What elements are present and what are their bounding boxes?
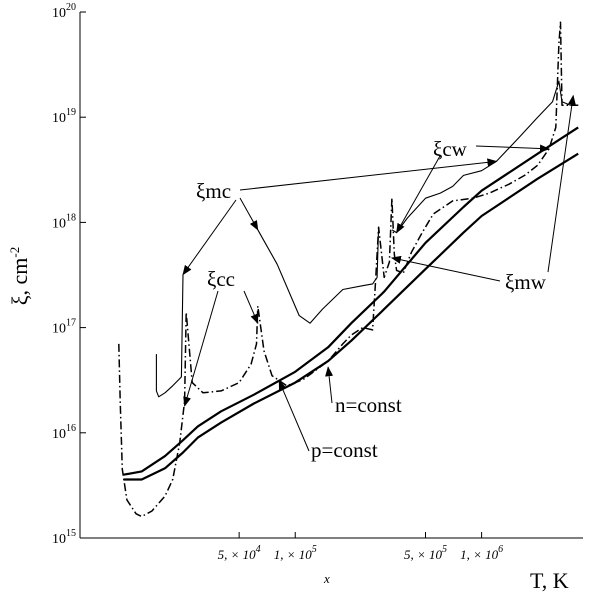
x-axis-title: T, K — [530, 568, 569, 593]
y-tick-mantissa: 10 — [52, 427, 66, 442]
y-tick-exponent: 17 — [66, 318, 76, 329]
y-axis-title-exponent: -2 — [7, 247, 22, 258]
arrow-xi-mw-2 — [547, 94, 576, 273]
x-tick-label: 1, × 105 — [274, 544, 317, 562]
x-tick-label: 5, × 104 — [218, 544, 261, 562]
annotation-arrows — [182, 94, 576, 452]
x-tick-exponent: 5 — [442, 544, 447, 555]
y-tick-label: 1020 — [52, 2, 76, 21]
y-axis-title-main: ξ, cm — [7, 258, 32, 306]
y-axis-title: ξ, cm-2 — [7, 247, 32, 306]
arrow-xi-cw-2 — [396, 155, 441, 234]
x-tick-mantissa: 10 — [243, 547, 257, 562]
y-tick-label: 1019 — [52, 107, 76, 126]
annotation-xi-mc: ξmc — [196, 179, 231, 203]
annotation-p-const: p=const — [311, 438, 378, 462]
x-tick-label: 1, × 106 — [460, 544, 503, 562]
y-tick-mantissa: 10 — [52, 6, 66, 21]
y-tick-label: 1015 — [52, 528, 76, 547]
x-tick-prefix: 5, × — [218, 547, 243, 562]
axis-titles: T, K x ξ, cm-2 — [7, 247, 569, 593]
x-tick-exponent: 6 — [498, 544, 503, 555]
arrow-xi-cw-1 — [475, 144, 550, 153]
series-line-xi-mc — [391, 80, 579, 234]
y-tick-exponent: 18 — [66, 212, 76, 223]
series-line-p-const — [123, 152, 579, 481]
x-tick-mantissa: 10 — [429, 547, 443, 562]
y-tick-exponent: 20 — [66, 2, 76, 13]
annotation-n-const: n=const — [335, 393, 402, 417]
arrow-n-const — [325, 366, 334, 404]
y-tick-label: 1017 — [52, 318, 76, 337]
x-tick-mantissa: 10 — [485, 547, 499, 562]
x-tick-prefix: 1, × — [460, 547, 485, 562]
y-tick-mantissa: 10 — [52, 322, 66, 337]
y-tick-label: 1018 — [52, 212, 76, 231]
annotation-xi-mw: ξmw — [505, 270, 547, 294]
series-line-xi-mc — [257, 227, 380, 324]
arrow-xi-cc-1 — [183, 290, 219, 407]
x-tick-exponent: 5 — [312, 544, 317, 555]
series-line-xi-cc — [118, 21, 579, 518]
arrow-p-const — [278, 380, 310, 452]
axes — [79, 12, 583, 539]
series-line-n-const — [123, 126, 579, 476]
x-tick-prefix: 1, × — [274, 547, 299, 562]
x-ticks: 5, × 104 1, × 105 5, × 105 1, × 106 — [218, 532, 503, 562]
arrow-xi-mw-1 — [390, 255, 501, 282]
x-tick-mantissa: 10 — [299, 547, 313, 562]
y-tick-mantissa: 10 — [52, 532, 66, 547]
arrow-xi-mc-3 — [239, 158, 498, 191]
x-tick-prefix: 5, × — [404, 547, 429, 562]
annotation-xi-cw: ξcw — [433, 137, 468, 161]
y-tick-exponent: 19 — [66, 107, 76, 118]
annotation-xi-cc: ξcc — [207, 267, 235, 291]
x-axis-extra-label: x — [323, 571, 330, 586]
arrow-xi-mc-2 — [239, 197, 259, 231]
annotation-labels: ξmc ξcc ξcw ξmw n=const p=const — [196, 137, 547, 462]
series-line-xi-mc — [155, 274, 184, 398]
x-tick-label: 5, × 105 — [404, 544, 447, 562]
arrow-xi-cc-2 — [243, 290, 259, 325]
x-tick-exponent: 4 — [256, 544, 261, 555]
arrow-xi-mc-1 — [182, 199, 237, 276]
y-tick-mantissa: 10 — [52, 111, 66, 126]
y-tick-mantissa: 10 — [52, 216, 66, 231]
y-tick-label: 1016 — [52, 423, 76, 442]
y-tick-exponent: 16 — [66, 423, 76, 434]
y-tick-exponent: 15 — [66, 528, 76, 539]
